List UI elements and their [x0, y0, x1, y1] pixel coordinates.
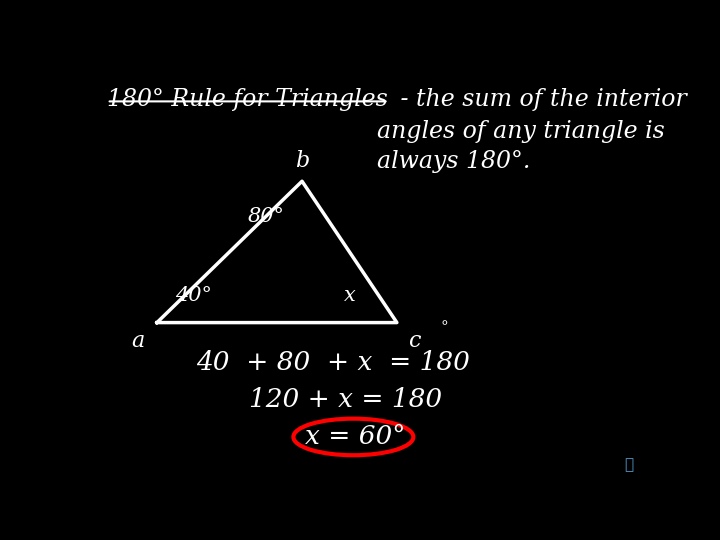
Text: x: x: [343, 286, 356, 305]
Text: 80°: 80°: [247, 207, 284, 226]
Text: 40  + 80  + x  = 180: 40 + 80 + x = 180: [196, 349, 470, 375]
Text: 40°: 40°: [175, 286, 212, 305]
Text: c: c: [408, 330, 421, 352]
Text: °: °: [441, 320, 449, 334]
Text: - the sum of the interior: - the sum of the interior: [393, 87, 687, 111]
Text: angles of any triangle is: angles of any triangle is: [377, 120, 665, 143]
Text: x = 60°: x = 60°: [305, 424, 405, 449]
Text: a: a: [131, 330, 144, 352]
Text: always 180°.: always 180°.: [377, 150, 531, 173]
Text: 120 + x = 180: 120 + x = 180: [249, 387, 442, 412]
Text: 180° Rule for Triangles: 180° Rule for Triangles: [107, 87, 387, 111]
Text: 🔈: 🔈: [624, 457, 633, 472]
Text: b: b: [295, 150, 309, 172]
